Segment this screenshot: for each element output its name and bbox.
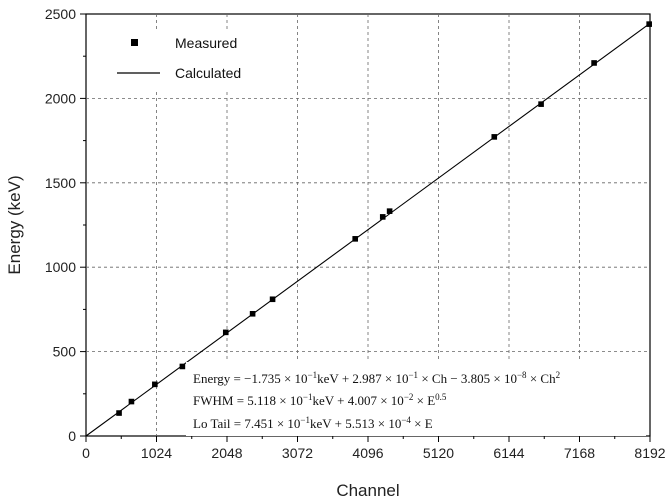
data-series xyxy=(85,21,652,437)
measured-point xyxy=(646,21,652,27)
legend-label-calculated: Calculated xyxy=(175,65,241,81)
measured-point xyxy=(591,60,597,66)
energy-equation: Energy = −1.735 × 10−1keV + 2.987 × 10−1… xyxy=(193,370,560,386)
equation-annotations: Energy = −1.735 × 10−1keV + 2.987 × 10−1… xyxy=(186,362,646,436)
grid-lines xyxy=(86,14,650,436)
measured-point xyxy=(116,410,122,416)
measured-point xyxy=(152,381,158,388)
y-tick-label: 500 xyxy=(53,344,77,360)
y-tick-label: 2000 xyxy=(45,90,76,106)
x-tick-label: 0 xyxy=(82,445,90,461)
y-tick-label: 0 xyxy=(68,428,76,444)
x-tick-label: 1024 xyxy=(141,445,172,461)
y-tick-label: 2500 xyxy=(45,6,76,22)
x-tick-label: 7168 xyxy=(564,445,595,461)
measured-point xyxy=(249,310,256,317)
x-tick-label: 8192 xyxy=(634,445,665,461)
measured-point xyxy=(491,134,498,140)
y-tick-label: 1500 xyxy=(45,175,76,191)
equation-background xyxy=(186,362,646,436)
legend-label-measured: Measured xyxy=(175,35,237,51)
x-tick-label: 3072 xyxy=(282,445,313,461)
y-axis-label: Energy (keV) xyxy=(5,175,24,274)
measured-point xyxy=(179,363,186,370)
legend: Measured Calculated xyxy=(112,30,257,90)
x-axis-label: Channel xyxy=(336,481,399,500)
axis-ticks: 0 1024 2048 3072 4096 5120 6144 7168 8192 0 500 100… xyxy=(45,6,666,461)
y-tick-label: 1000 xyxy=(45,259,76,275)
x-tick-label: 2048 xyxy=(211,445,242,461)
fwhm-equation: FWHM = 5.118 × 10−1keV + 4.007 × 10−2 × … xyxy=(193,392,447,408)
measured-point xyxy=(269,296,276,303)
measured-point xyxy=(352,236,358,242)
measured-point xyxy=(222,329,229,336)
legend-marker-measured xyxy=(131,39,138,46)
measured-point xyxy=(538,101,544,107)
measured-point xyxy=(128,398,135,405)
measured-point xyxy=(386,208,393,214)
x-tick-label: 6144 xyxy=(493,445,524,461)
measured-point xyxy=(379,214,386,220)
x-tick-label: 5120 xyxy=(423,445,454,461)
lo-tail-equation: Lo Tail = 7.451 × 10−1keV + 5.513 × 10−4… xyxy=(193,415,433,431)
x-tick-label: 4096 xyxy=(352,445,383,461)
